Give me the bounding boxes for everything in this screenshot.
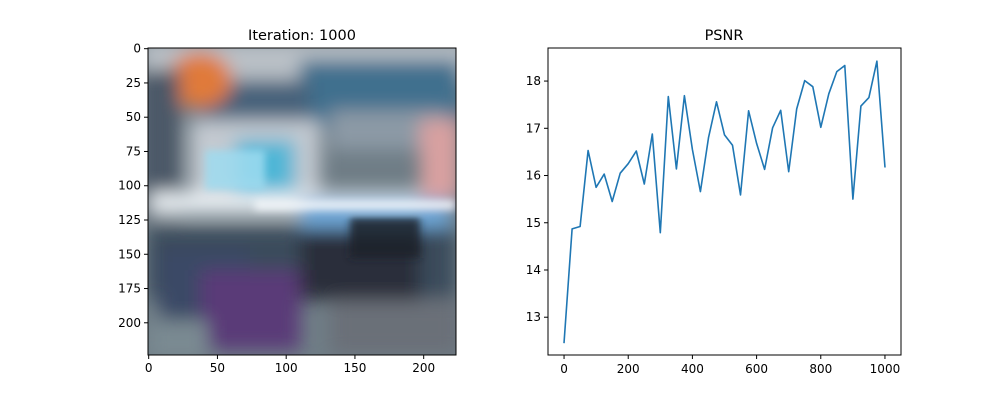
image-x-tick-label: 50 xyxy=(210,361,225,375)
psnr-x-tick-label: 800 xyxy=(809,362,832,376)
image-y-tick-label: 75 xyxy=(126,144,141,158)
image-y-tick-label: 25 xyxy=(126,76,141,90)
psnr-title: PSNR xyxy=(705,28,744,44)
psnr-y-ticks: 13 14 15 16 17 18 xyxy=(526,74,548,324)
image-y-tick-label: 50 xyxy=(126,110,141,124)
psnr-x-tick-label: 0 xyxy=(560,362,568,376)
psnr-x-tick-label: 200 xyxy=(617,362,640,376)
psnr-points xyxy=(563,60,886,344)
image-title: Iteration: 1000 xyxy=(248,28,356,44)
image-frame xyxy=(147,47,457,356)
psnr-y-tick-label: 13 xyxy=(526,310,541,324)
image-x-tick-label: 200 xyxy=(412,361,435,375)
psnr-series-line xyxy=(563,60,886,344)
image-x-ticks: 0 50 100 150 200 xyxy=(145,355,435,375)
image-y-ticks: 0 25 50 75 100 125 150 175 200 xyxy=(118,42,148,330)
psnr-x-tick-label: 1000 xyxy=(870,362,901,376)
image-y-tick-label: 200 xyxy=(118,316,141,330)
psnr-y-tick-label: 17 xyxy=(526,121,541,135)
psnr-y-tick-label: 14 xyxy=(526,263,541,277)
image-x-tick-label: 100 xyxy=(275,361,298,375)
psnr-panel: PSNR 0 200 400 600 800 1000 13 14 15 16 17 18 xyxy=(526,28,902,376)
rendered-image xyxy=(148,48,456,355)
image-y-tick-label: 0 xyxy=(133,42,141,56)
psnr-y-tick-label: 15 xyxy=(526,216,541,230)
image-panel: Iteration: 1000 xyxy=(118,28,457,375)
psnr-x-tick-label: 400 xyxy=(681,362,704,376)
image-y-tick-label: 150 xyxy=(118,247,141,261)
psnr-x-ticks: 0 200 400 600 800 1000 xyxy=(560,355,900,376)
psnr-y-tick-label: 18 xyxy=(526,74,541,88)
image-x-tick-label: 0 xyxy=(145,361,153,375)
psnr-x-tick-label: 600 xyxy=(745,362,768,376)
image-y-tick-label: 175 xyxy=(118,282,141,296)
image-x-tick-label: 150 xyxy=(343,361,366,375)
image-y-tick-label: 100 xyxy=(118,179,141,193)
image-y-tick-label: 125 xyxy=(118,213,141,227)
psnr-y-tick-label: 16 xyxy=(526,169,541,183)
psnr-frame xyxy=(547,47,902,356)
